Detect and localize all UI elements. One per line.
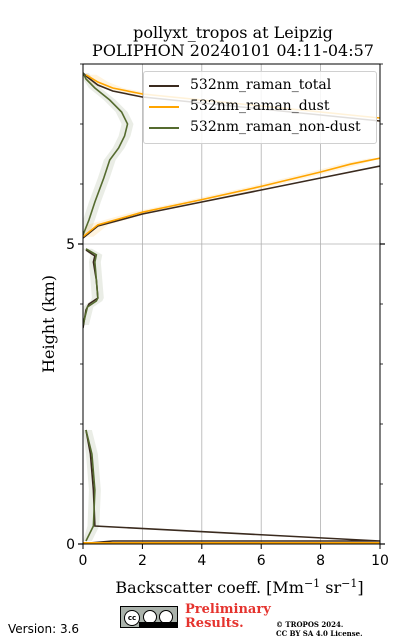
cc-license-badge: cc [120,606,178,628]
uncertainty-band [83,430,101,541]
copyright-line2: CC BY SA 4.0 License. [276,629,363,638]
x-axis-label: Backscatter coeff. [Mm−1 sr−1] [115,577,363,597]
version-label: Version: 3.6 [8,622,80,636]
chart-title-line1: pollyxt_tropos at Leipzig [133,23,333,42]
series-line-532nm_raman_dust [83,157,380,238]
x-tick-label: 0 [79,553,88,569]
y-tick-label: 0 [66,537,75,553]
legend: 532nm_raman_total 532nm_raman_dust 532nm… [143,71,377,144]
preliminary-line2: Results. [185,616,244,631]
uncertainty-band [83,158,380,237]
legend-label-total: 532nm_raman_total [190,77,332,93]
legend-entry-non-dust: 532nm_raman_non-dust [144,118,376,138]
series-line-532nm_raman_non-dust [83,248,99,326]
badge-strip [139,622,177,627]
series-line-532nm_raman_total [83,165,380,239]
preliminary-results-note: Preliminary Results. [185,603,271,631]
x-tick-label: 4 [197,553,206,569]
uncertainty-band [83,73,134,235]
y-axis-label: Height (km) [39,275,58,373]
legend-swatch-total [149,85,179,87]
legend-swatch-dust [149,106,179,108]
preliminary-line1: Preliminary [185,602,271,617]
legend-label-dust: 532nm_raman_dust [190,98,330,114]
x-tick-label: 10 [371,553,389,569]
cc-icon: cc [124,610,140,626]
x-tick-label: 2 [138,553,147,569]
chart-title-line2: POLIPHON 20240101 04:11-04:57 [92,41,374,60]
copyright-line1: © TROPOS 2024. [276,620,344,629]
y-tick-label: 5 [66,237,75,253]
series-line-532nm_raman_non-dust [83,72,129,236]
x-tick-label: 6 [257,553,266,569]
copyright-note: © TROPOS 2024. CC BY SA 4.0 License. [276,620,363,638]
legend-label-non-dust: 532nm_raman_non-dust [190,119,361,135]
series-line-532nm_raman_non-dust [85,429,96,542]
legend-swatch-non-dust [149,127,179,129]
legend-entry-dust: 532nm_raman_dust [144,97,376,117]
series-line-532nm_raman_total [85,429,380,544]
x-tick-label: 8 [316,553,325,569]
legend-entry-total: 532nm_raman_total [144,76,376,96]
